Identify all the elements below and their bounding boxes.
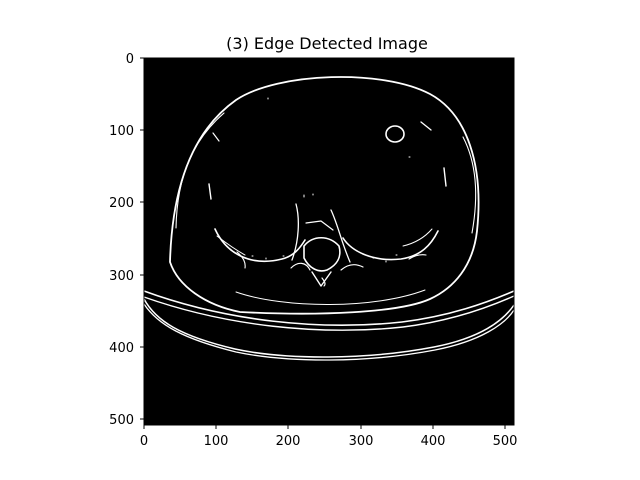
upper-right-small-edge bbox=[420, 121, 432, 131]
lower-table-outer-edge bbox=[143, 298, 515, 358]
edge-detected-image bbox=[143, 76, 515, 361]
right-inner-lung-edge bbox=[402, 228, 433, 247]
edge-image-background bbox=[144, 58, 514, 425]
y-tick-label-100: 100 bbox=[109, 124, 134, 139]
lower-body-edge bbox=[235, 289, 426, 305]
x-axis-labels: 0 100 200 300 400 500 bbox=[140, 434, 518, 449]
right-rib-fragment-edge bbox=[408, 254, 427, 260]
y-tick-label-300: 300 bbox=[109, 269, 134, 284]
upper-table-outer-edge bbox=[143, 290, 515, 326]
right-paraspinal-edge bbox=[330, 209, 351, 263]
right-vertical-edge bbox=[443, 167, 447, 187]
vertebral-body-edge bbox=[303, 236, 341, 272]
left-rib-edge bbox=[290, 262, 311, 271]
x-tick-label-400: 400 bbox=[421, 434, 446, 449]
body-outline-edge bbox=[169, 76, 480, 315]
spinal-process-edge bbox=[311, 271, 332, 287]
left-paraspinal-edge bbox=[291, 203, 299, 261]
x-tick-label-0: 0 bbox=[140, 434, 148, 449]
figure-title: (3) Edge Detected Image bbox=[226, 34, 428, 53]
left-rib-fragment-edge bbox=[236, 251, 246, 269]
x-tick-label-300: 300 bbox=[349, 434, 374, 449]
x-tick-label-200: 200 bbox=[276, 434, 301, 449]
image-frame bbox=[143, 57, 515, 426]
right-body-inner-edge bbox=[462, 136, 477, 234]
image-axes bbox=[143, 57, 515, 426]
y-axis bbox=[140, 57, 144, 420]
right-rib-edge bbox=[340, 264, 364, 271]
y-tick-label-200: 200 bbox=[109, 196, 134, 211]
y-tick-label-400: 400 bbox=[109, 341, 134, 356]
vertebral-top-edge bbox=[305, 220, 334, 231]
lower-table-inner-edge bbox=[143, 303, 515, 361]
x-axis bbox=[143, 425, 506, 429]
right-lung-base-edge bbox=[342, 230, 439, 261]
left-vertical-edge bbox=[208, 183, 212, 200]
upper-left-small-edge bbox=[212, 132, 220, 142]
spinal-process-tip-edge bbox=[321, 277, 326, 287]
edge-specks bbox=[251, 97, 411, 263]
y-tick-label-0: 0 bbox=[126, 52, 134, 67]
x-tick-label-100: 100 bbox=[204, 434, 229, 449]
upper-table-inner-edge bbox=[143, 295, 515, 331]
y-axis-labels: 0 100 200 300 400 500 bbox=[109, 52, 134, 428]
left-body-inner-edge bbox=[175, 112, 225, 229]
x-tick-label-500: 500 bbox=[493, 434, 518, 449]
left-inner-lung-edge bbox=[216, 235, 246, 256]
upper-right-oval-structure bbox=[385, 125, 405, 143]
y-tick-label-500: 500 bbox=[109, 413, 134, 428]
left-lung-base-edge bbox=[214, 228, 306, 263]
